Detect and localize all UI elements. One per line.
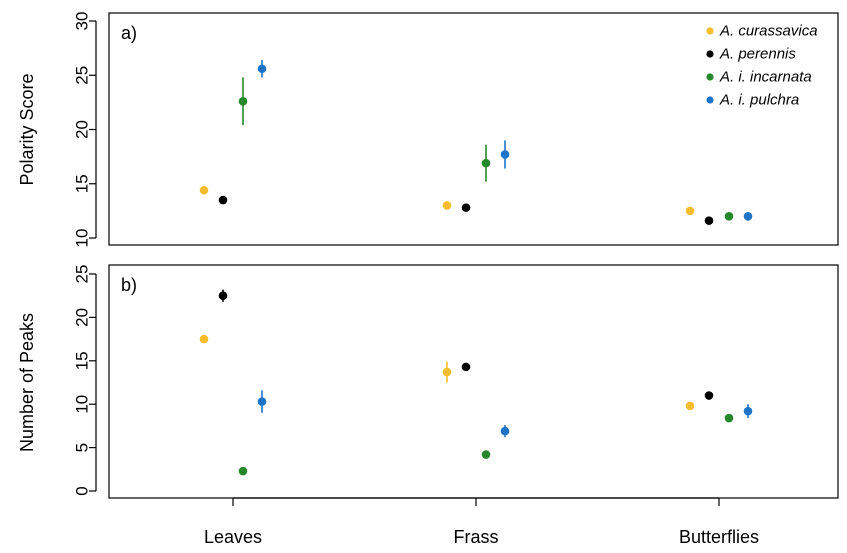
y-tick-label: 30 — [73, 12, 92, 31]
y-axis-title: Number of Peaks — [17, 313, 37, 452]
legend-label: A. perennis — [719, 46, 796, 63]
y-tick-label: 5 — [73, 443, 92, 452]
data-point — [218, 291, 228, 301]
data-point — [199, 185, 209, 195]
y-tick-label: 25 — [73, 66, 92, 85]
data-point — [238, 96, 248, 106]
data-point — [481, 450, 491, 459]
y-tick-label: 15 — [73, 174, 92, 193]
panel-tag: a) — [121, 23, 137, 43]
y-tick-label: 15 — [73, 351, 92, 370]
legend-marker — [706, 50, 714, 58]
data-point — [685, 401, 695, 411]
legend: A. curassavica A. perennis A. i. incarnata… — [706, 23, 818, 109]
legend-label: A. i. pulchra — [719, 92, 799, 109]
y-axis-title: Polarity Score — [17, 73, 37, 185]
plot-frame — [108, 264, 839, 499]
data-point — [442, 201, 452, 210]
legend-label: A. i. incarnata — [719, 69, 812, 86]
data-point — [257, 64, 267, 74]
data-point — [685, 206, 695, 216]
data-point — [500, 150, 510, 159]
data-point — [481, 158, 491, 168]
panel-tag: b) — [121, 275, 137, 295]
x-tick-label: Leaves — [204, 527, 262, 547]
plot-frame — [108, 12, 839, 246]
data-point — [218, 195, 228, 205]
data-point — [704, 216, 714, 225]
legend-marker — [706, 73, 714, 81]
data-point — [724, 212, 734, 221]
y-tick-label: 10 — [73, 395, 92, 414]
panel-b: 0 5 10 15 20 25 Number of Peaks b) Leaves Frass Bu… — [17, 264, 839, 547]
data-point — [238, 466, 248, 476]
data-point — [743, 406, 753, 416]
y-tick-label: 25 — [73, 265, 92, 284]
data-point — [743, 212, 753, 221]
x-tick-label: Butterflies — [679, 527, 759, 547]
y-tick-label: 20 — [73, 308, 92, 327]
panel-a: 10 15 20 25 30 Polarity Score a) A. curassavica… — [17, 12, 839, 248]
y-tick-label: 0 — [73, 486, 92, 495]
data-point — [257, 397, 267, 406]
data-point — [461, 362, 471, 372]
data-point — [461, 203, 471, 212]
data-point — [724, 413, 734, 423]
data-point — [500, 426, 510, 436]
data-point — [442, 367, 452, 377]
y-tick-label: 10 — [73, 229, 92, 248]
y-tick-label: 20 — [73, 120, 92, 139]
legend-label: A. curassavica — [719, 23, 818, 40]
x-tick-label: Frass — [454, 527, 499, 547]
legend-marker — [706, 27, 714, 35]
legend-marker — [706, 96, 714, 104]
data-point — [199, 334, 209, 344]
data-point — [704, 391, 714, 400]
